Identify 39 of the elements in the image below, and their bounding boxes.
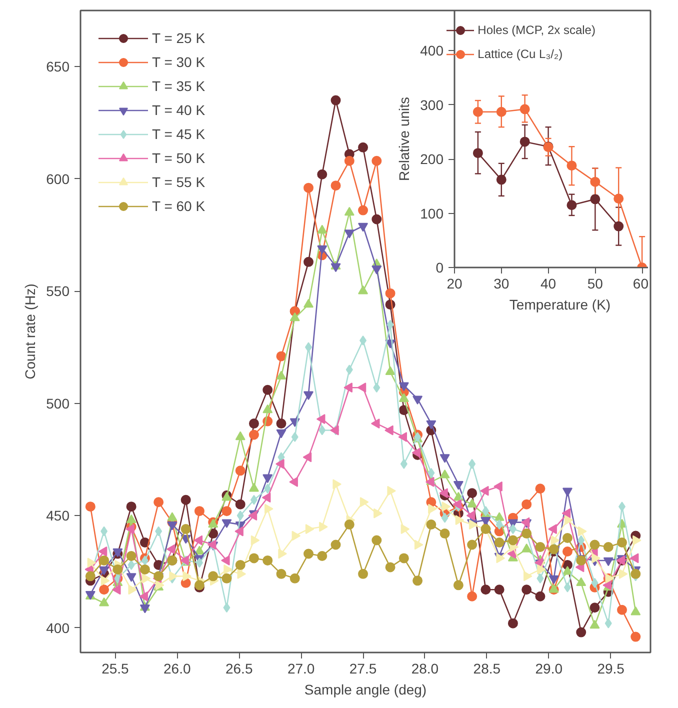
- y-tick-label: 450: [46, 508, 70, 524]
- x-tick-label: 28.5: [473, 660, 501, 676]
- y-tick-label: 200: [420, 151, 444, 168]
- y-tick-label: 550: [46, 283, 70, 300]
- x-tick-label: 50: [587, 276, 604, 292]
- x-tick-label: 27.0: [287, 660, 315, 676]
- x-tick-label: 28.0: [411, 660, 439, 676]
- legend-label: Holes (MCP, 2x scale): [478, 23, 596, 37]
- y-tick-label: 500: [46, 395, 70, 412]
- y-tick-label: 650: [46, 58, 70, 75]
- legend-label: T = 40 K: [152, 102, 206, 118]
- legend-label: T = 45 K: [152, 126, 206, 142]
- x-tick-label: 27.5: [349, 660, 377, 676]
- x-tick-label: 26.0: [164, 660, 191, 676]
- legend-label: T = 30 K: [152, 54, 206, 70]
- x-tick-label: 30: [494, 276, 510, 292]
- legend-label: T = 60 K: [152, 198, 206, 214]
- x-axis-title: Temperature (K): [509, 296, 611, 312]
- legend-label: T = 35 K: [152, 78, 206, 94]
- x-axis-title: Sample angle (deg): [304, 682, 427, 698]
- x-tick-label: 40: [540, 276, 556, 292]
- y-tick-label: 300: [420, 96, 444, 113]
- y-axis-title: Count rate (Hz): [22, 284, 38, 380]
- x-tick-label: 60: [632, 276, 649, 292]
- y-tick-label: 400: [420, 42, 444, 59]
- x-tick-label: 20: [446, 276, 462, 292]
- x-tick-label: 29.5: [597, 660, 625, 676]
- y-axis-title: Relative units: [396, 96, 412, 182]
- y-tick-label: 0: [436, 260, 444, 276]
- y-tick-label: 400: [46, 620, 70, 636]
- y-tick-label: 600: [46, 170, 70, 187]
- x-tick-label: 29.0: [535, 660, 563, 676]
- legend-label: T = 50 K: [152, 150, 206, 166]
- legend-label: T = 25 K: [152, 30, 206, 46]
- x-tick-label: 26.5: [225, 660, 253, 676]
- legend-label: T = 55 K: [152, 174, 206, 190]
- y-tick-label: 100: [420, 205, 444, 222]
- legend-label: Lattice (Cu L₃/₂): [478, 47, 563, 61]
- x-tick-label: 25.5: [102, 660, 130, 676]
